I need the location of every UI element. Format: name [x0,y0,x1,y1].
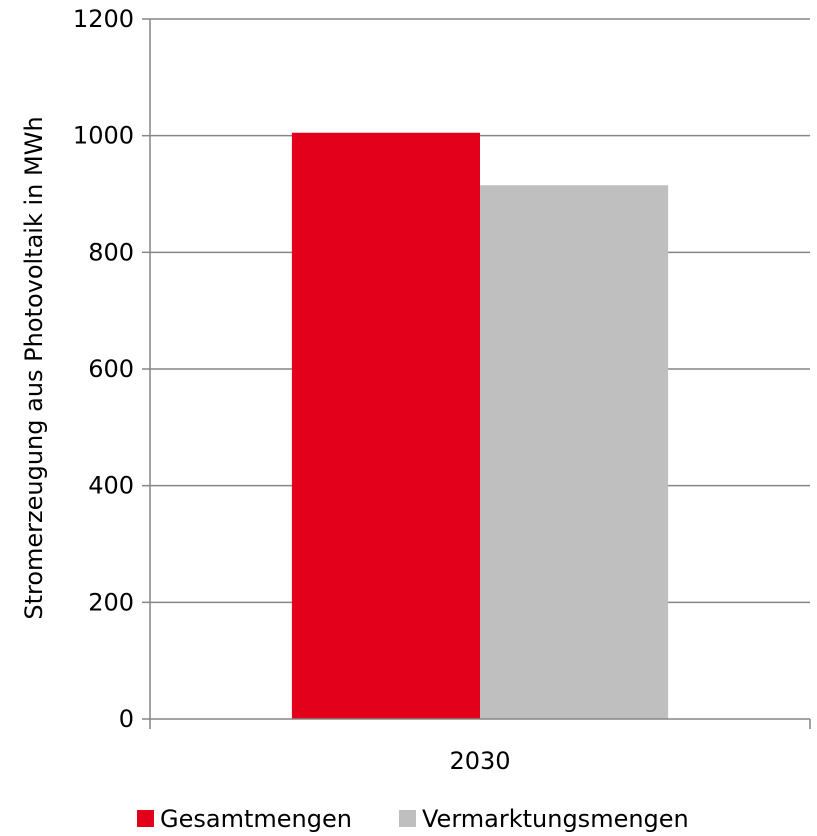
y-axis-title: Stromerzeugung aus Photovoltaik in MWh [20,116,48,619]
legend-label: Gesamtmengen [160,805,352,833]
bars [291,132,669,719]
x-tick-labels: 2030 [149,719,811,775]
legend-swatch [137,810,154,827]
bar-vermarktungsmengen [480,185,669,719]
y-tick-labels: 0 200 400 600 800 1000 1200 [73,5,150,733]
y-tick-label: 600 [88,355,134,383]
legend: Gesamtmengen Vermarktungsmengen [137,805,689,833]
x-tick-label: 2030 [449,747,510,775]
y-tick-label: 1200 [73,5,134,33]
legend-label: Vermarktungsmengen [422,805,689,833]
y-tick-label: 0 [119,705,134,733]
bar-gesamtmengen [291,132,480,719]
y-tick-label: 400 [88,472,134,500]
legend-swatch [399,810,416,827]
y-tick-label: 200 [88,588,134,616]
y-tick-label: 800 [88,238,134,266]
y-tick-label: 1000 [73,122,134,150]
